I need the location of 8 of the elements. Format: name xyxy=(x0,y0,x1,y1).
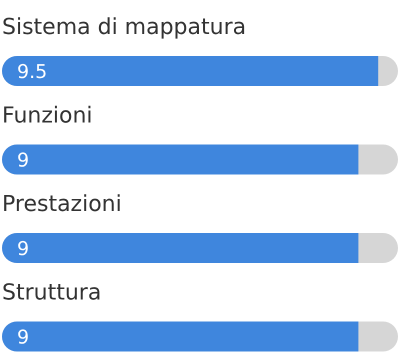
data-label: 9 xyxy=(17,238,30,260)
y-tick-label: Struttura xyxy=(2,280,102,306)
y-tick-label: Funzioni xyxy=(2,104,93,128)
y-tick-label: Sistema di mappatura xyxy=(2,15,246,40)
data-label: 9 xyxy=(17,326,30,348)
y-tick-label: Prestazioni xyxy=(2,192,122,217)
data-label: 9 xyxy=(17,149,30,172)
data-label: 9.5 xyxy=(17,60,48,83)
